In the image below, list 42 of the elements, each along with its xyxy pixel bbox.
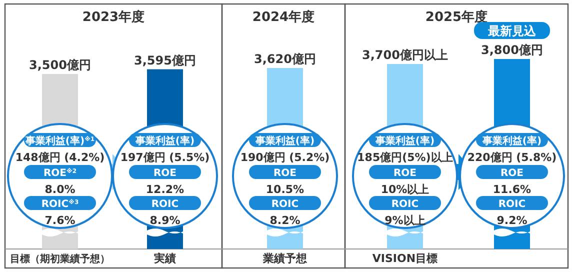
- x-tick-label: 業績予想: [262, 252, 308, 265]
- text: 2023年度: [82, 9, 145, 25]
- annotation: 事業利益(率): [254, 135, 315, 147]
- annotation: ROE: [393, 168, 417, 179]
- annotation: ROIC: [498, 199, 526, 210]
- annotation: ROE: [153, 168, 177, 179]
- annotation: 12.2%: [146, 183, 184, 196]
- annotation: 事業利益(率): [481, 135, 542, 147]
- data-label: 3,620億円: [254, 52, 316, 66]
- annotation: ROIC: [151, 199, 179, 210]
- text: 2025年度: [425, 9, 488, 25]
- data-label: 3,700億円以上: [362, 48, 448, 62]
- annotation: 7.6%: [44, 214, 76, 227]
- annotation: 8.9%: [150, 214, 180, 227]
- annotation: 11.6%: [492, 183, 532, 196]
- x-tick-label: 実績: [153, 252, 176, 265]
- annotation: 8.0%: [44, 183, 76, 196]
- annotation: ROE: [500, 168, 524, 179]
- data-label: 3,500億円: [29, 58, 91, 72]
- annotation: 事業利益(率): [134, 135, 195, 147]
- annotation: ROIC: [391, 199, 419, 210]
- annotation: 148億円 (4.2%): [15, 151, 105, 164]
- annotation: ROIC$^{※3}$: [41, 198, 79, 210]
- text: 2024年度: [252, 9, 315, 25]
- annotation: 9%以上: [384, 214, 426, 227]
- x-tick-label: VISION目標: [372, 252, 438, 265]
- data-label: 3,800億円: [481, 43, 543, 57]
- annotation: 10%以上: [380, 183, 430, 196]
- data-label: 3,595億円: [134, 53, 196, 68]
- text: 最新見込: [487, 24, 537, 38]
- annotation: ROE: [273, 168, 297, 179]
- annotation: ROIC: [271, 199, 299, 210]
- annotation: 事業利益(率): [374, 135, 435, 147]
- annotation: 9.2%: [496, 214, 528, 227]
- annotation: 10.5%: [266, 183, 304, 196]
- x-tick-label: 目標（期初業績予想）: [10, 253, 110, 265]
- annotation: ROE$^{※2}$: [43, 168, 77, 179]
- annotation: 190億円 (5.2%): [240, 151, 330, 164]
- annotation: 8.2%: [270, 214, 300, 227]
- annotation: 197億円 (5.5%): [120, 151, 210, 164]
- annotation: 220億円 (5.8%): [467, 151, 557, 164]
- annotation: 185億円(5%)以上: [357, 151, 453, 164]
